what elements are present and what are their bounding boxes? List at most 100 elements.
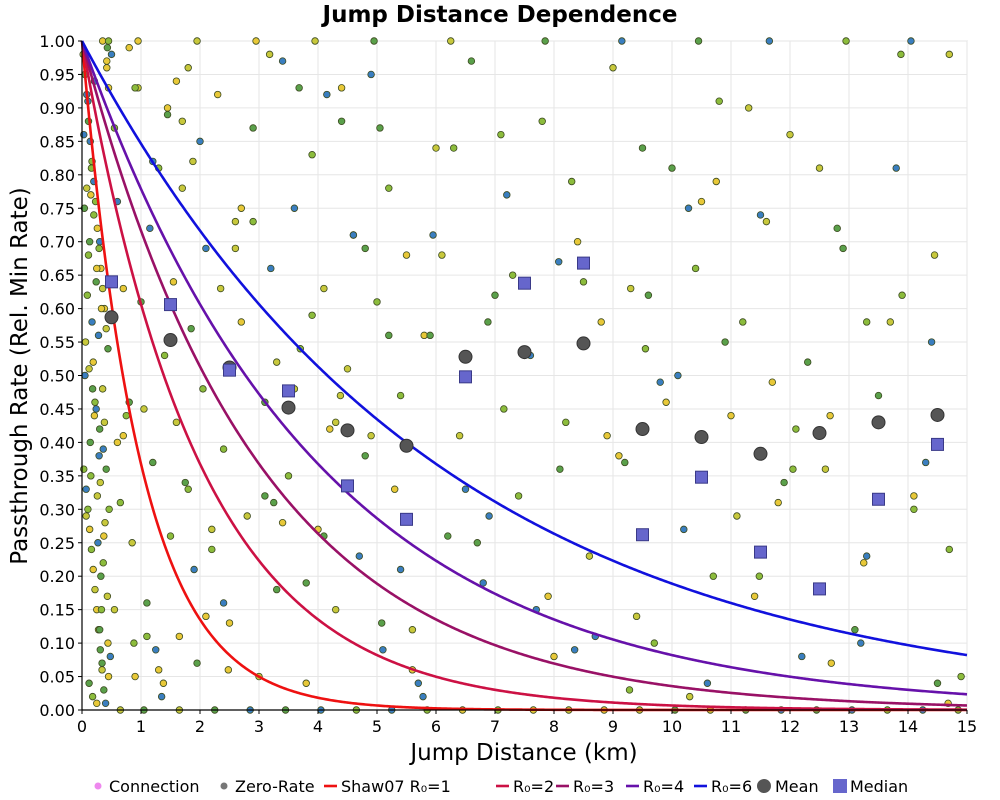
data-point [95,626,104,634]
legend-item: R₀=6 [694,777,752,796]
data-point [119,284,127,293]
median-marker [341,479,354,493]
data-point [104,639,112,647]
data-point [618,37,626,45]
data-point [99,445,107,453]
y-tick-label: 0.70 [39,233,75,252]
data-point [897,50,905,59]
mean-marker [340,423,355,438]
data-point [128,539,136,547]
data-point [237,204,245,212]
data-point [95,244,103,253]
x-tick-label: 9 [608,717,618,736]
y-axis-ticks: 0.00 0.05 0.10 0.15 0.20 0.25 0.30 0.35 0.40 0.45… [39,32,82,720]
data-point [750,592,759,600]
data-point [450,144,458,152]
data-point [349,231,358,239]
data-point [370,37,378,45]
data-point [509,271,517,279]
legend-item: R₀=4 [626,777,684,796]
data-point [92,278,100,286]
data-point [373,298,381,306]
x-tick-label: 4 [313,717,323,736]
legend-label: R₀=3 [573,777,614,796]
data-point [839,244,847,253]
data-point [361,452,369,460]
data-point [609,64,617,72]
data-point [789,465,797,473]
data-point [385,331,393,340]
data-point [684,204,693,212]
data-point [733,512,741,520]
mean-marker [635,422,650,437]
data-point [159,679,168,687]
curve-r0-4 [80,40,968,696]
data-point [103,64,111,72]
y-tick-label: 0.40 [39,433,75,452]
data-point [721,338,729,346]
x-tick-label: 8 [549,717,559,736]
data-point [101,699,110,708]
data-point [146,224,154,233]
data-point [85,525,94,534]
legend-swatch [833,779,847,793]
data-point [103,592,112,600]
mean-marker [930,407,945,422]
data-point [88,318,96,326]
mean-marker [871,415,886,430]
data-point [898,291,906,299]
data-point [273,585,281,594]
data-point [93,224,102,233]
data-point [874,391,883,400]
data-point [97,572,105,580]
data-point [131,672,139,681]
data-point [945,545,953,554]
data-point [712,177,720,186]
data-point [755,572,764,580]
data-point [224,666,233,674]
data-point [656,378,664,386]
data-point [860,559,868,567]
y-axis-label: Passthrough Rate (Rel. Min Rate) [7,187,33,565]
curve-r0-2 [80,40,967,711]
mean-marker [104,310,119,325]
mean-marker [517,345,532,360]
data-point [827,659,835,667]
data-point [98,284,107,293]
data-point [219,445,228,453]
data-point [208,525,216,534]
x-tick-label: 13 [839,717,859,736]
data-point [863,552,871,560]
data-point [243,512,251,520]
data-point [86,438,94,447]
data-point [134,37,142,45]
data-point [104,672,113,681]
data-point [686,692,694,701]
data-point [85,365,93,373]
data-point [103,57,111,65]
data-point [152,646,160,654]
data-point [444,532,452,540]
data-point [140,405,148,413]
data-point [290,204,299,212]
data-point [202,612,210,621]
data-point [907,37,915,45]
data-point [361,244,369,253]
data-point [544,592,552,600]
data-point [98,659,106,667]
data-point [821,465,830,473]
data-point [674,371,682,380]
data-point [237,318,245,326]
y-tick-label: 0.95 [39,65,75,84]
data-point [308,151,316,159]
data-point [193,37,201,45]
data-point [762,217,771,226]
data-point [178,184,186,192]
y-tick-label: 0.45 [39,400,75,419]
data-point [97,304,106,313]
y-tick-label: 0.50 [39,367,75,386]
data-point [408,626,417,634]
data-point [252,37,260,45]
data-point [106,652,115,661]
data-point [447,37,455,45]
